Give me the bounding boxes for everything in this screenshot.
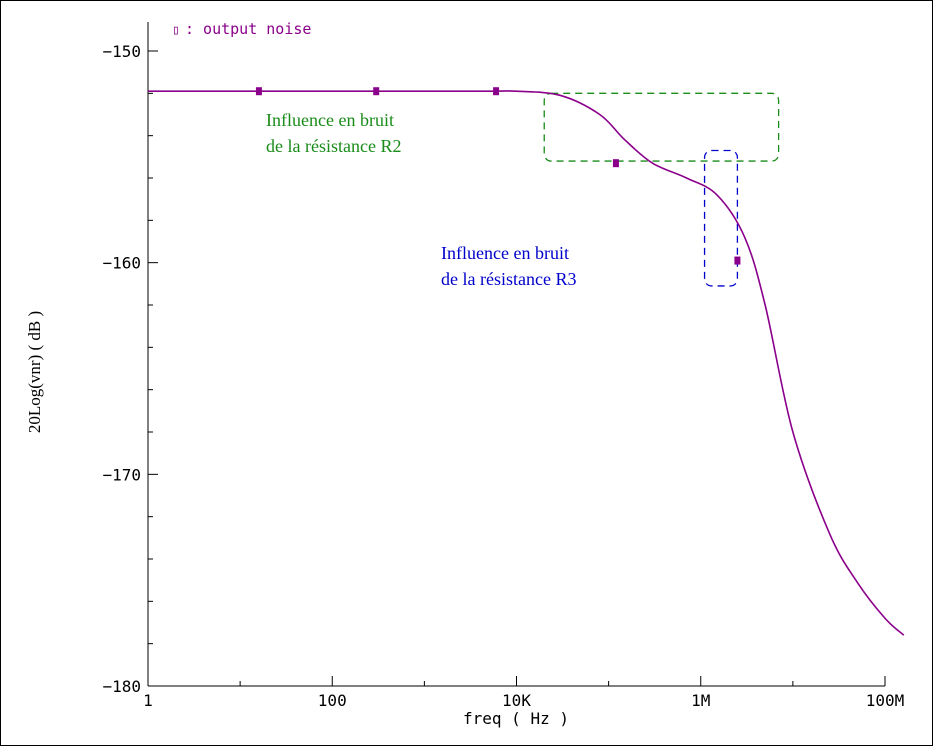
x-tick-label: 10K bbox=[502, 691, 531, 710]
data-point-marker bbox=[734, 256, 741, 265]
y-tick-label: −160 bbox=[102, 254, 141, 273]
annotation-text-2: de la résistance R3 bbox=[441, 269, 576, 289]
x-tick-label: 1M bbox=[691, 691, 710, 710]
y-axis-label: 20Log(vnr) ( dB ) bbox=[25, 311, 44, 433]
data-point-marker bbox=[373, 87, 380, 96]
y-tick-label: −180 bbox=[102, 677, 141, 696]
annotation-group: Influence en bruit de la résistance R2 Inf… bbox=[266, 92, 780, 289]
legend: ▯ : output noise bbox=[172, 20, 311, 38]
annotation-text-1: Influence en bruit bbox=[266, 110, 394, 130]
x-tick-label: 100M bbox=[866, 691, 905, 710]
data-point-marker bbox=[255, 87, 262, 96]
y-axis: −150 −160 −170 −180 20Log(vnr) ( dB ) bbox=[25, 22, 158, 696]
x-axis: 1 100 10K 1M 100M freq ( Hz ) bbox=[143, 676, 904, 728]
annotation-box-2 bbox=[703, 149, 739, 287]
series-line-1 bbox=[148, 90, 905, 636]
x-tick-label: 100 bbox=[318, 691, 347, 710]
x-tick-group: 1 100 10K 1M 100M bbox=[143, 676, 904, 710]
y-tick-group: −150 −160 −170 −180 bbox=[102, 42, 158, 696]
y-tick-label: −170 bbox=[102, 465, 141, 484]
annotation-text-2: Influence en bruit bbox=[441, 243, 569, 263]
legend-label: : output noise bbox=[185, 20, 311, 38]
series-group bbox=[148, 87, 905, 636]
x-tick-label: 1 bbox=[143, 691, 153, 710]
annotation-text-1: de la résistance R2 bbox=[266, 136, 401, 156]
y-tick-label: −150 bbox=[102, 42, 141, 61]
data-point-marker bbox=[493, 87, 500, 96]
data-point-marker bbox=[612, 159, 619, 168]
x-axis-label: freq ( Hz ) bbox=[463, 709, 569, 728]
annotation-box-1 bbox=[543, 92, 780, 162]
legend-marker: ▯ bbox=[172, 23, 180, 38]
